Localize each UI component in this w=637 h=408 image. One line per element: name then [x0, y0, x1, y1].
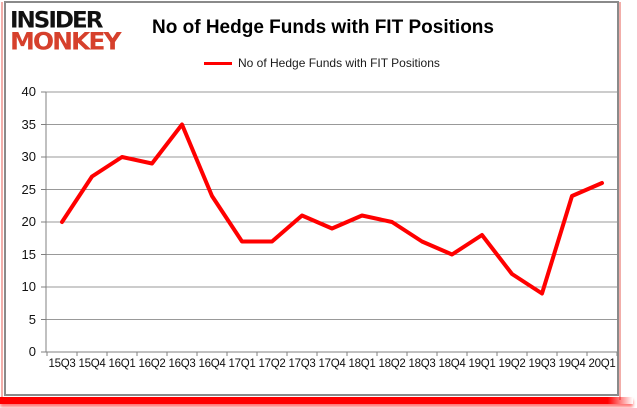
y-axis-label-10: 10 — [21, 279, 36, 294]
x-axis-label-19Q2: 19Q2 — [498, 358, 526, 370]
right-border-line — [619, 2, 621, 400]
x-axis-label-15Q4: 15Q4 — [78, 358, 106, 370]
series-line — [60, 122, 604, 296]
x-axis-label-16Q2: 16Q2 — [138, 358, 166, 370]
left-border-line — [1, 2, 3, 400]
y-axis-label-30: 30 — [21, 149, 36, 164]
x-axis-label-16Q4: 16Q4 — [198, 358, 226, 370]
legend-label: No of Hedge Funds with FIT Positions — [238, 56, 440, 70]
x-axis-label-17Q2: 17Q2 — [258, 358, 286, 370]
chart-title: No of Hedge Funds with FIT Positions — [152, 17, 494, 38]
insider-monkey-logo: INSIDER MONKEY — [10, 8, 122, 56]
logo-line1: INSIDER — [10, 8, 103, 34]
bottom-red-bar — [0, 397, 633, 404]
x-axis-label-17Q1: 17Q1 — [228, 358, 256, 370]
y-axis-label-5: 5 — [28, 311, 36, 327]
y-axis-label-40: 40 — [21, 84, 36, 99]
x-axis-label-17Q3: 17Q3 — [288, 358, 316, 370]
x-axis-label-18Q1: 18Q1 — [348, 358, 376, 370]
x-axis-label-18Q4: 18Q4 — [438, 358, 466, 370]
chart-frame — [4, 1, 619, 396]
x-axis-label-18Q2: 18Q2 — [378, 358, 406, 370]
y-axis-label-35: 35 — [21, 116, 36, 132]
legend: No of Hedge Funds with FIT Positions — [204, 56, 440, 70]
legend-line-swatch — [204, 61, 232, 65]
y-axis-label-0: 0 — [28, 344, 36, 359]
x-axis-label-15Q3: 15Q3 — [48, 358, 76, 370]
x-axis-label-16Q1: 16Q1 — [108, 358, 136, 370]
x-axis-label-19Q1: 19Q1 — [468, 358, 496, 370]
x-axis-label-17Q4: 17Q4 — [318, 358, 346, 370]
logo-line2: MONKEY — [10, 27, 122, 56]
x-axis-label-19Q3: 19Q3 — [528, 358, 556, 370]
x-axis-label-19Q4: 19Q4 — [558, 358, 586, 370]
x-axis-label-18Q3: 18Q3 — [408, 358, 436, 370]
x-axis-label-16Q3: 16Q3 — [168, 358, 196, 370]
y-axis-label-15: 15 — [21, 246, 36, 262]
y-axis-label-25: 25 — [21, 181, 36, 197]
x-axis-label-20Q1: 20Q1 — [588, 358, 616, 370]
y-axis-label-20: 20 — [21, 214, 36, 229]
